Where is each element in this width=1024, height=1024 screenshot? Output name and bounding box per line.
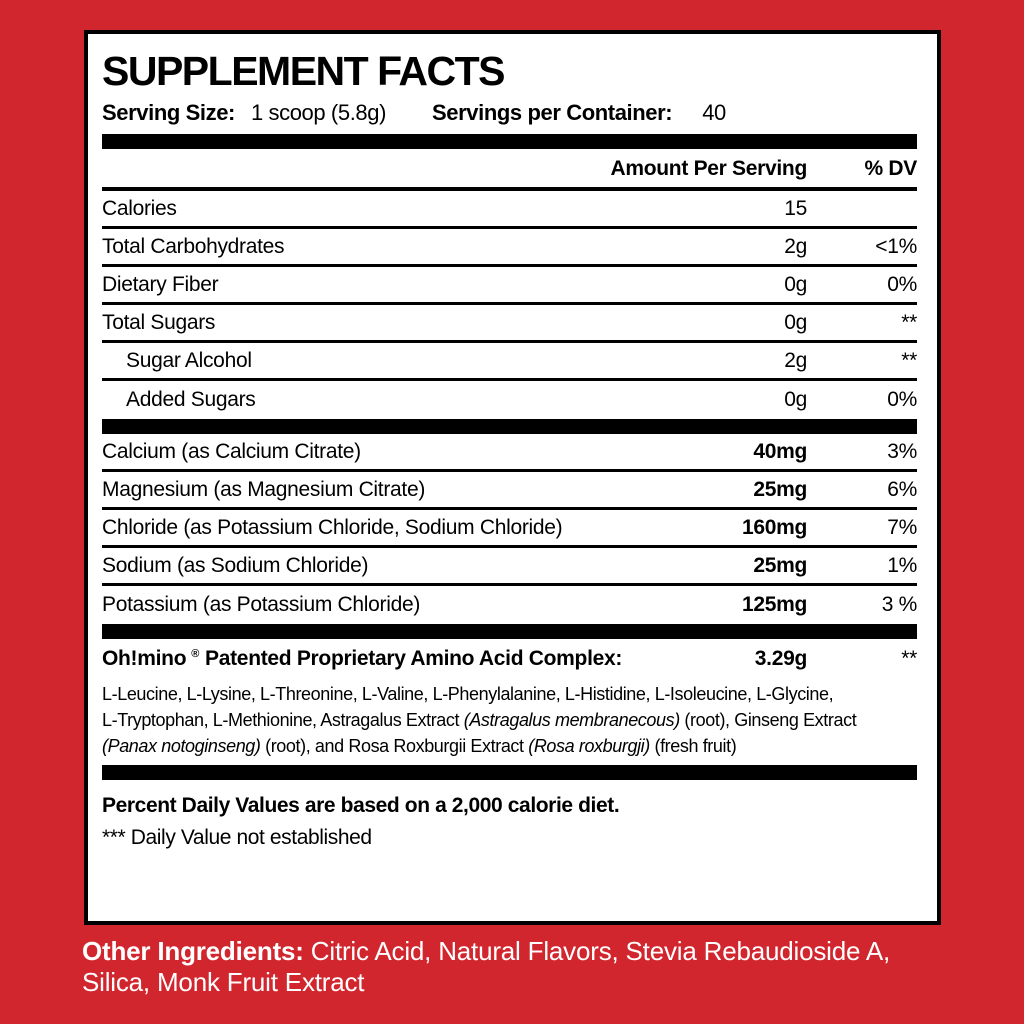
nutrient-dv: ** <box>901 310 917 334</box>
mineral-rows: Calcium (as Calcium Citrate) 40mg 3% Magnes… <box>102 434 917 624</box>
nutrient-name: Potassium (as Potassium Chloride) <box>102 593 421 616</box>
other-ingredients-label: Other Ingredients: <box>82 936 304 966</box>
nutrient-row: Total Carbohydrates 2g <1% <box>102 229 917 267</box>
other-ingredients: Other Ingredients: Citric Acid, Natural … <box>82 936 917 998</box>
serving-size-label: Serving Size: <box>102 100 235 125</box>
nutrient-amount: 160mg <box>741 515 807 539</box>
ingredient-text: (fresh fruit) <box>649 736 737 756</box>
ingredient-text: L-Leucine, L-Lysine, L-Threonine, L-Vali… <box>102 684 834 704</box>
nutrient-row: Added Sugars 0g 0% <box>102 381 917 419</box>
ingredient-text: L-Tryptophan, L-Methionine, Astragalus E… <box>102 710 464 730</box>
daily-values-footnote: Percent Daily Values are based on a 2,00… <box>102 794 620 817</box>
brand-name: Oh!mino <box>102 647 187 670</box>
nutrient-name: Chloride (as Potassium Chloride, Sodium … <box>102 515 563 539</box>
nutrient-name: Total Sugars <box>102 310 216 334</box>
nutrient-amount: 125mg <box>741 593 807 616</box>
serving-size-value: 1 scoop (5.8g) <box>250 100 387 125</box>
amino-complex-title: Patented Proprietary Amino Acid Complex: <box>205 647 623 670</box>
not-established-footnote: *** Daily Value not established <box>102 826 372 849</box>
botanical-name: (Panax notoginseng) <box>102 736 261 756</box>
amino-complex-ingredients: L-Leucine, L-Lysine, L-Threonine, L-Vali… <box>102 681 917 759</box>
amino-complex-amount: 3.29g <box>754 647 808 670</box>
servings-per-container-value: 40 <box>702 100 726 125</box>
nutrient-amount: 2g <box>784 348 807 372</box>
ingredient-text: (root), Ginseng Extract <box>679 710 857 730</box>
nutrient-name: Added Sugars <box>126 388 256 411</box>
nutrient-amount: 15 <box>784 196 807 220</box>
ingredient-text: (root), and Rosa Roxburgii Extract <box>260 736 529 756</box>
nutrient-name: Sugar Alcohol <box>126 348 252 372</box>
botanical-name: (Rosa roxburgji) <box>528 736 650 756</box>
divider-bar-complex <box>102 624 917 639</box>
nutrient-row: Dietary Fiber 0g 0% <box>102 267 917 305</box>
table-header: Amount Per Serving % DV <box>102 149 917 191</box>
registered-mark: ® <box>191 648 200 660</box>
nutrient-amount: 0g <box>784 310 807 334</box>
supplement-facts-panel: SUPPLEMENT FACTS Serving Size: 1 scoop (… <box>84 30 941 925</box>
divider-bar-top <box>102 134 917 149</box>
nutrient-dv: 6% <box>887 477 917 501</box>
nutrient-row: Chloride (as Potassium Chloride, Sodium … <box>102 510 917 548</box>
servings-per-container-label: Servings per Container: <box>432 100 673 125</box>
percent-dv-header: % DV <box>864 157 918 180</box>
serving-info: Serving Size: 1 scoop (5.8g) Servings pe… <box>102 100 917 126</box>
nutrient-dv: 3% <box>887 439 917 463</box>
nutrient-dv: 7% <box>887 515 917 539</box>
amino-complex-name: Oh!mino ® Patented Proprietary Amino Acid … <box>102 647 695 671</box>
nutrient-amount: 25mg <box>753 553 807 577</box>
nutrient-row: Potassium (as Potassium Chloride) 125mg 3 … <box>102 586 917 624</box>
nutrient-amount: 2g <box>784 234 807 258</box>
nutrient-dv: 0% <box>887 388 917 411</box>
nutrient-name: Total Carbohydrates <box>102 234 285 258</box>
nutrient-amount: 0g <box>784 272 807 296</box>
divider-bar-minerals <box>102 419 917 434</box>
nutrient-row: Sugar Alcohol 2g ** <box>102 343 917 381</box>
nutrient-dv: 0% <box>887 272 917 296</box>
nutrient-name: Calories <box>102 196 177 220</box>
nutrient-name: Magnesium (as Magnesium Citrate) <box>102 477 426 501</box>
amount-per-serving-header: Amount Per Serving <box>610 157 808 180</box>
nutrient-row: Calcium (as Calcium Citrate) 40mg 3% <box>102 434 917 472</box>
botanical-name: (Astragalus membranecous) <box>463 710 680 730</box>
nutrient-row: Magnesium (as Magnesium Citrate) 25mg 6% <box>102 472 917 510</box>
nutrient-name: Calcium (as Calcium Citrate) <box>102 439 361 463</box>
nutrient-dv: 1% <box>887 553 917 577</box>
divider-bar-footnotes <box>102 765 917 780</box>
nutrient-name: Dietary Fiber <box>102 272 219 296</box>
nutrient-dv: <1% <box>875 234 917 258</box>
nutrient-name: Sodium (as Sodium Chloride) <box>102 553 369 577</box>
amino-complex-row: Oh!mino ® Patented Proprietary Amino Acid … <box>102 639 917 679</box>
nutrient-amount: 25mg <box>753 477 807 501</box>
basic-nutrient-rows: Calories 15 Total Carbohydrates 2g <1% Dietar… <box>102 191 917 419</box>
nutrient-amount: 0g <box>784 388 807 411</box>
nutrient-row: Calories 15 <box>102 191 917 229</box>
panel-title: SUPPLEMENT FACTS <box>102 48 505 94</box>
nutrient-row: Total Sugars 0g ** <box>102 305 917 343</box>
nutrient-amount: 40mg <box>753 439 807 463</box>
nutrient-dv: 3 % <box>881 593 918 616</box>
amino-complex-dv: ** <box>901 647 917 670</box>
other-ingredients-text: Citric Acid, Natural Flavors, Stevia Reb… <box>82 936 890 997</box>
nutrient-row: Sodium (as Sodium Chloride) 25mg 1% <box>102 548 917 586</box>
nutrient-dv: ** <box>901 348 917 372</box>
